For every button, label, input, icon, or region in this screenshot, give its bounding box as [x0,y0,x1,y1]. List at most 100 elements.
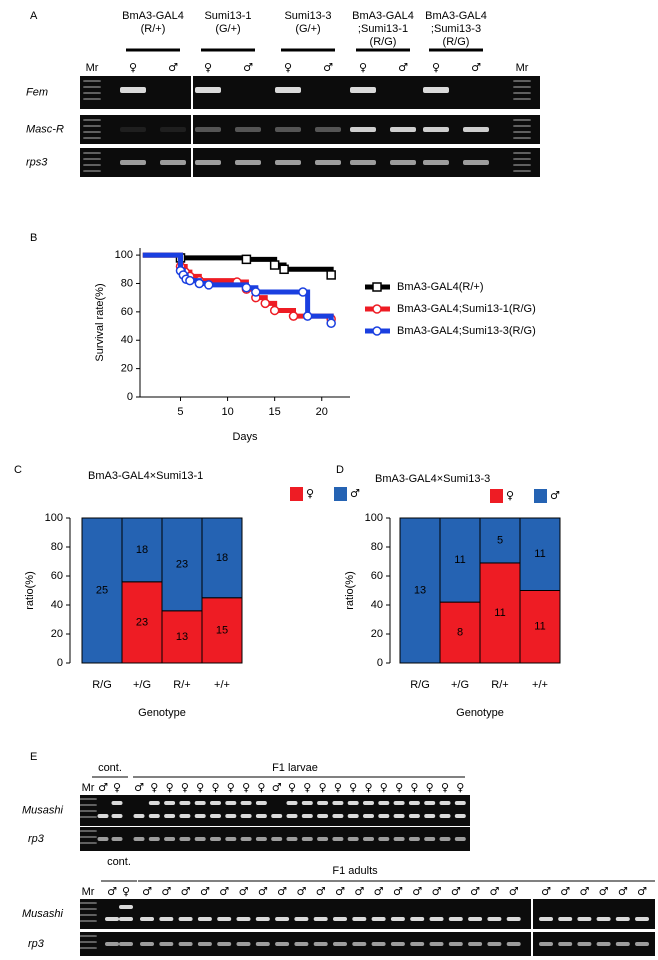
gel-band [539,917,553,921]
gel-band [148,837,160,841]
gel-band [120,127,146,132]
gel-band [148,801,160,805]
lane-group-label: BmA3-GAL4 [425,10,487,22]
gel-band [164,814,176,818]
x-tick-label: R/G [410,679,430,691]
legend-label: ♀ [506,489,514,502]
sex-symbol: ♂ [432,885,442,898]
group-title: F1 adults [332,865,378,877]
y-tick-label: 80 [371,541,383,553]
data-label: 18 [136,544,148,556]
sex-symbol: ♂ [134,781,144,794]
bar-segment [399,517,441,664]
gel-band [363,801,374,805]
gel-band [79,842,97,844]
gel-band [513,98,531,100]
data-label: 25 [96,584,108,596]
gel-band [133,814,145,818]
gel-band [240,837,252,841]
gel-band [506,942,521,946]
gel-band [332,801,344,805]
sex-symbol: ♀ [150,781,158,794]
data-label: 18 [216,552,228,564]
sex-symbol: ♀ [303,781,311,794]
sex-symbol: ♀ [122,885,130,898]
panel-label: C [14,464,22,476]
gel-band [79,830,97,832]
sex-symbol: ♂ [98,781,108,794]
legend-swatch [490,489,503,503]
gel-band [286,814,298,818]
sex-symbol: ♂ [142,885,152,898]
sex-symbol: ♀ [426,781,434,794]
sex-symbol: ♂ [618,885,628,898]
gel-band [194,801,206,805]
gel-band [111,814,123,818]
gel-band [577,917,592,921]
data-label: 8 [457,626,463,638]
gel-band [225,801,237,805]
gel-band [194,837,206,841]
gel-band [371,942,386,946]
panel-label: D [336,464,344,476]
x-tick-label: R/G [92,679,112,691]
gel-band [463,127,489,132]
lane-group-label: BmA3-GAL4 [352,10,414,22]
gel-band [255,837,267,841]
gel-band [424,814,436,818]
data-label: 15 [216,624,228,636]
gel-band [119,905,133,909]
gel-band [79,836,97,838]
y-tick-label: 80 [51,541,63,553]
gel-band [615,917,630,921]
sex-symbol: ♂ [509,885,519,898]
sex-symbol: ♀ [456,781,464,794]
gel-band [83,92,101,94]
y-tick-label: 40 [121,334,133,346]
gel-band [178,942,193,946]
y-tick-label: 40 [371,599,383,611]
sex-symbol: ♂ [354,885,364,898]
sex-symbol: ♂ [168,61,178,74]
point [241,282,252,293]
gel-band [539,942,553,946]
chart-title: BmA3-GAL4×Sumi13-1 [88,470,203,482]
x-tick-label: +/G [133,679,151,691]
gel-band [105,917,119,921]
sex-symbol: ♀ [364,781,372,794]
bar-segment [201,517,243,599]
survival-step [142,252,183,271]
sex-symbol: ♂ [470,885,480,898]
survival-step [284,266,334,275]
row-label: rp3 [28,938,45,950]
legend-label: BmA3-GAL4;Sumi13-3(R/G) [397,325,536,337]
gel-band [313,942,328,946]
gel-band [83,80,101,82]
gel-band [463,160,489,165]
gel-band [390,127,416,132]
gel-band [424,837,436,841]
gel-band [179,801,191,805]
y-tick-label: 100 [365,512,383,524]
gel-band [148,814,160,818]
gel-band [255,942,270,946]
gel-band [79,804,97,806]
data-label: 23 [136,616,148,628]
lane-group-label: (R/+) [141,23,166,35]
sex-symbol: ♂ [374,885,384,898]
gel-band [513,158,531,160]
point [251,287,261,297]
bar-segment [81,517,123,664]
lane-group-label: BmA3-GAL4 [122,10,184,22]
gel-band [408,837,420,841]
row-label: rps3 [26,156,48,168]
gel-band [454,801,466,805]
gel-band [79,798,97,800]
gel-band [423,87,449,93]
sex-symbol: ♂ [451,885,461,898]
sex-symbol: ♀ [181,781,189,794]
gel-band [79,941,97,943]
lane-group-label: (G/+) [215,23,240,35]
y-tick-label: 60 [121,306,133,318]
